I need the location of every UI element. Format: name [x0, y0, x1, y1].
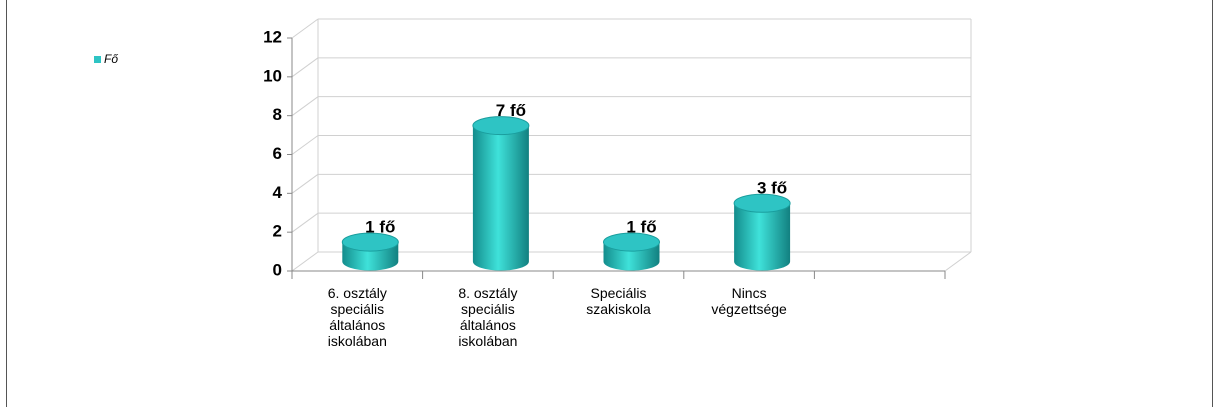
data-label: 1 fő — [626, 218, 656, 237]
grid-line — [291, 96, 319, 117]
bar-top — [733, 193, 791, 213]
bar — [733, 193, 791, 271]
data-label: 7 fő — [496, 101, 526, 120]
y-tick-label: 10 — [263, 66, 282, 85]
legend-label: Fő — [104, 52, 118, 66]
x-tick-label: 6. osztály speciális általános iskolában — [327, 285, 387, 349]
bar-top — [472, 116, 530, 136]
bar-body — [734, 203, 791, 271]
grid-line — [291, 135, 319, 155]
grid-line — [291, 57, 319, 78]
x-tick-label: 8. osztály speciális általános iskolában — [458, 285, 518, 349]
legend-swatch — [94, 56, 101, 63]
bar-top — [341, 232, 399, 252]
y-tick-label: 0 — [273, 260, 282, 279]
bar — [603, 232, 660, 271]
y-tick-label: 2 — [273, 222, 282, 241]
bar-body — [472, 125, 529, 271]
data-label: 3 fő — [757, 179, 787, 198]
grid-line — [291, 251, 319, 272]
bar — [472, 116, 530, 271]
x-tick-label: Nincs végzettsége — [711, 285, 787, 317]
floor-edge — [944, 251, 972, 272]
y-tick-label: 4 — [273, 183, 283, 202]
bar-top — [603, 232, 660, 252]
y-tick-label: 12 — [263, 27, 282, 46]
grid-line — [291, 18, 319, 39]
y-tick-label: 6 — [273, 144, 282, 163]
frame — [6, 0, 1213, 407]
grid-line — [291, 212, 319, 233]
data-label: 1 fő — [365, 218, 395, 237]
y-tick-label: 8 — [273, 105, 282, 124]
grid-line — [291, 173, 319, 194]
x-tick-label: Speciális szakiskola — [586, 285, 651, 317]
bar — [341, 232, 399, 271]
